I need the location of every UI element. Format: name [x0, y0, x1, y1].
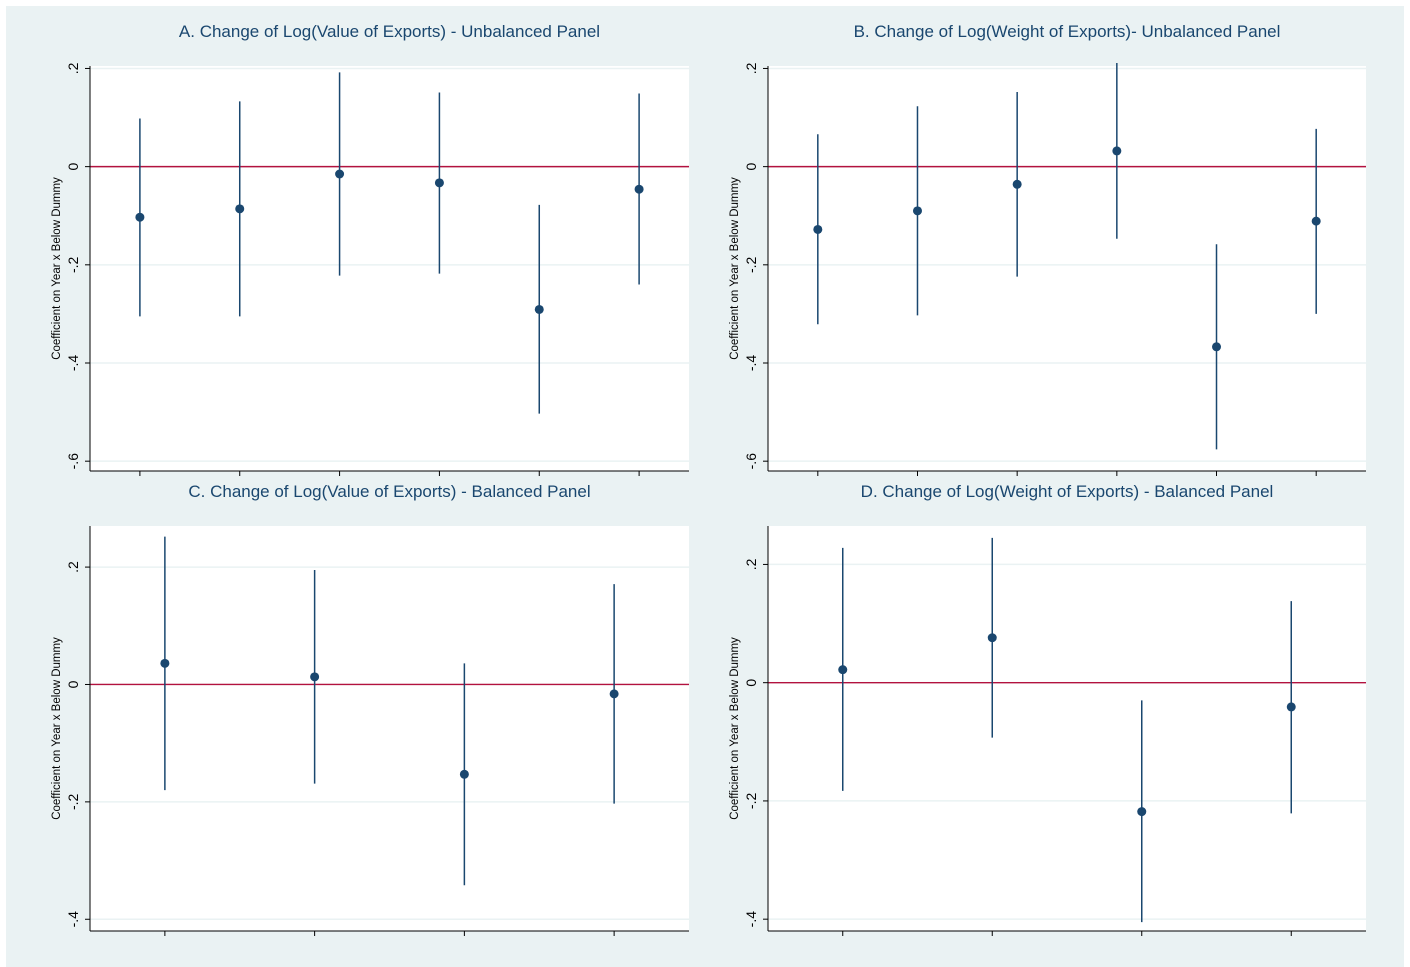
- panel-d-point-2010: [838, 665, 848, 675]
- panel-b: B. Change of Log(Weight of Exports)- Unb…: [696, 6, 1386, 481]
- panel-a-point-2008: [135, 212, 145, 222]
- panel-c-point-2011: [310, 672, 320, 682]
- panel-a-ytick-label: -.2: [65, 256, 81, 273]
- panel-a-title: A. Change of Log(Value of Exports) - Unb…: [178, 22, 601, 41]
- panel-b-ylabel: Coefficient on Year x Below Dummy: [729, 177, 741, 360]
- panel-c-ytick-label: -.2: [65, 793, 81, 810]
- panel-c-ytick-label: .2: [65, 561, 81, 573]
- panel-d-point-2013: [1286, 702, 1296, 712]
- panel-b-ytick-label: -.6: [743, 453, 759, 470]
- panel-a-ytick-label: -.6: [65, 453, 81, 470]
- panel-b-point-2013: [1311, 216, 1321, 226]
- panel-b-point-2011: [1112, 146, 1122, 156]
- panel-b-chart: .2 0 -.2 -.4 -.6 Coefficient on Year x Below …: [729, 62, 1366, 476]
- panel-c-point-2012: [459, 769, 469, 779]
- figure: A. Change of Log(Value of Exports) - Unb…: [6, 6, 1404, 967]
- panel-a-point-2011: [434, 178, 444, 188]
- panel-a-point-2012: [534, 304, 544, 314]
- panel-a-ytick-label: .2: [65, 62, 81, 74]
- panel-c-plot-area: [90, 526, 689, 931]
- panel-a-point-2010: [335, 169, 345, 179]
- panel-c-ylabel: Coefficient on Year x Below Dummy: [51, 637, 63, 820]
- panel-d-point-2011: [987, 633, 997, 643]
- panel-d-ylabel: Coefficient on Year x Below Dummy: [729, 637, 741, 820]
- panel-c-chart: .2 0 -.2 -.4 Coefficient on Year x Below Dum…: [51, 526, 689, 936]
- panel-c-title: C. Change of Log(Value of Exports) - Bal…: [188, 482, 591, 501]
- panel-b-point-2009: [912, 206, 922, 216]
- panel-d-plot-area: [768, 526, 1366, 931]
- panel-d: D. Change of Log(Weight of Exports) - Ba…: [696, 466, 1386, 941]
- panel-b-point-2008: [813, 224, 823, 234]
- panel-b-point-2010: [1012, 179, 1022, 189]
- panel-c-point-2010: [160, 658, 170, 668]
- panel-a-plot-area: [90, 66, 689, 471]
- panel-b-ytick-label: -.4: [743, 355, 759, 372]
- panel-b-ytick-label: 0: [743, 163, 759, 171]
- panel-c-ytick-label: -.4: [65, 911, 81, 928]
- panel-c-ytick-label: 0: [65, 680, 81, 688]
- panel-d-ytick-label: -.2: [743, 793, 759, 810]
- panel-c-point-2013: [609, 689, 619, 699]
- panel-d-ytick-label: 0: [743, 679, 759, 687]
- panel-a-chart: .2 0 -.2 -.4 -.6 Coefficient on Year x Below …: [51, 62, 689, 476]
- panel-b-point-2012: [1212, 342, 1222, 352]
- panel-c: C. Change of Log(Value of Exports) - Bal…: [6, 466, 696, 941]
- panel-a-ylabel: Coefficient on Year x Below Dummy: [51, 177, 63, 360]
- panel-a-point-2013: [634, 184, 644, 194]
- panel-d-ytick-label: -.4: [743, 911, 759, 928]
- panel-b-ytick-label: .2: [743, 62, 759, 74]
- panel-b-title: B. Change of Log(Weight of Exports)- Unb…: [853, 22, 1281, 41]
- panel-d-title: D. Change of Log(Weight of Exports) - Ba…: [860, 482, 1274, 501]
- panel-d-point-2012: [1137, 807, 1147, 817]
- panel-a: A. Change of Log(Value of Exports) - Unb…: [6, 6, 696, 481]
- panel-a-ytick-label: -.4: [65, 355, 81, 372]
- panel-b-ytick-label: -.2: [743, 256, 759, 273]
- panel-b-plot-area: [768, 66, 1366, 471]
- panel-a-ytick-label: 0: [65, 163, 81, 171]
- panel-d-ytick-label: .2: [743, 558, 759, 570]
- panel-a-point-2009: [235, 204, 245, 214]
- panel-d-chart: .2 0 -.2 -.4 Coefficient on Year x Below Dum…: [729, 526, 1366, 936]
